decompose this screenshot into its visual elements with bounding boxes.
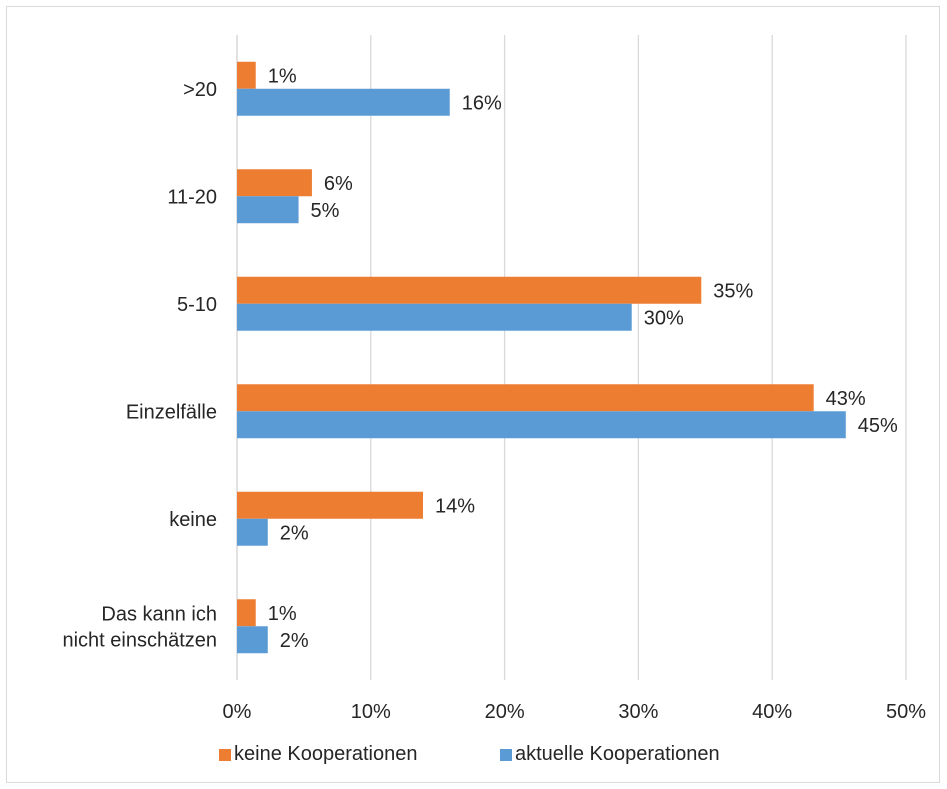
data-label: 14% <box>435 495 475 517</box>
bar <box>237 518 268 546</box>
data-label: 30% <box>644 307 684 329</box>
data-label: 1% <box>268 603 297 625</box>
category-label: >20 <box>183 79 217 101</box>
x-tick-label: 40% <box>752 701 792 723</box>
x-tick-labels: 0% 10% 20% 30% 40% 50% <box>223 701 927 723</box>
bar <box>237 88 450 116</box>
legend-swatch <box>500 749 512 761</box>
category-label-line: 11-20 <box>167 186 217 208</box>
category-label-line: >20 <box>183 79 217 101</box>
bar <box>237 384 814 412</box>
legend-swatch <box>219 749 231 761</box>
category-label: 11-20 <box>167 186 217 208</box>
data-label: 45% <box>858 415 898 437</box>
bar <box>237 599 256 627</box>
x-tick-label: 50% <box>886 701 926 723</box>
bar <box>237 491 423 519</box>
data-labels: 1% 16% 6% 5% 35% 30% 43% 45% 14% 2% 1% 2% <box>268 65 898 652</box>
data-label: 5% <box>311 200 340 222</box>
data-label: 2% <box>280 522 309 544</box>
bar <box>237 276 702 304</box>
legend-label: keine Kooperationen <box>234 743 417 765</box>
category-label-line: Einzelfälle <box>126 401 217 423</box>
data-label: 16% <box>462 92 502 114</box>
category-label: Das kann ich nicht einschätzen <box>62 603 217 651</box>
x-tick-label: 10% <box>351 701 391 723</box>
data-label: 6% <box>324 173 353 195</box>
bars <box>237 61 846 654</box>
data-label: 2% <box>280 630 309 652</box>
category-label-line: nicht einschätzen <box>62 629 217 651</box>
x-tick-label: 0% <box>223 701 252 723</box>
data-label: 43% <box>826 388 866 410</box>
x-tick-label: 20% <box>485 701 525 723</box>
category-label: Einzelfälle <box>126 401 217 423</box>
bar <box>237 411 846 439</box>
category-label-line: 5-10 <box>177 294 217 316</box>
category-label: 5-10 <box>177 294 217 316</box>
legend: keine Kooperationen aktuelle Kooperatione… <box>219 743 720 765</box>
bar <box>237 169 312 197</box>
category-labels: >20 11-20 5-10 Einzelfälle keine Das kann ich… <box>62 79 217 652</box>
category-label: keine <box>169 509 217 531</box>
gridlines <box>236 35 907 680</box>
bar <box>237 626 268 654</box>
category-label-line: Das kann ich <box>101 603 217 625</box>
bar <box>237 303 632 331</box>
bar <box>237 196 299 224</box>
data-label: 35% <box>713 280 753 302</box>
data-label: 1% <box>268 65 297 87</box>
bar <box>237 61 256 89</box>
category-label-line: keine <box>169 509 217 531</box>
legend-label: aktuelle Kooperationen <box>515 743 720 765</box>
x-tick-label: 30% <box>618 701 658 723</box>
